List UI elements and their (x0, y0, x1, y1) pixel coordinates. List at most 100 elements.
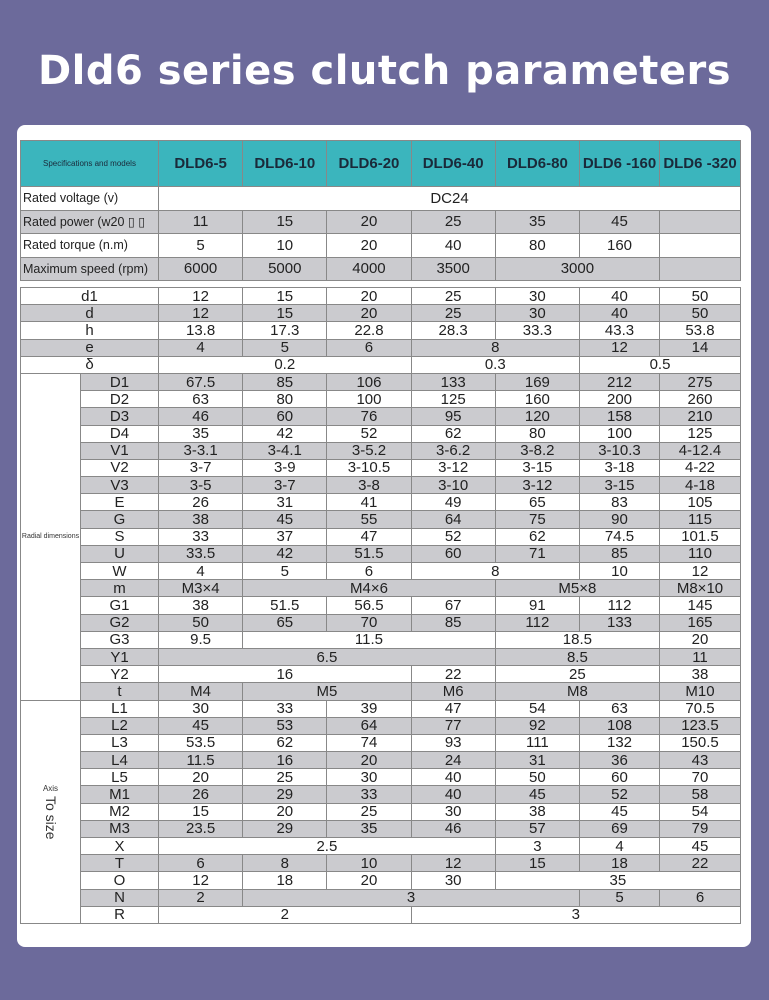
value-cell: 0.3 (410, 355, 581, 374)
value-cell: 20 (157, 768, 244, 787)
value-cell: 110 (659, 544, 741, 564)
value-cell: 58 (659, 785, 741, 804)
row-label: M3 (80, 819, 159, 839)
row-label: Rated torque (n.m) (20, 233, 159, 258)
value-cell: 20 (242, 802, 328, 821)
value-cell: 30 (410, 871, 496, 890)
row-label: e (20, 338, 159, 357)
radial-label: Radial dimensions (21, 533, 80, 541)
value-cell: 57 (494, 819, 581, 839)
value-cell: 26 (157, 493, 244, 512)
value-cell: 20 (326, 286, 412, 306)
value-cell: 160 (579, 233, 660, 258)
value-cell: 95 (410, 407, 496, 426)
row-label: V2 (80, 458, 159, 478)
value-cell: 49 (410, 493, 496, 512)
value-cell: 6 (326, 561, 412, 581)
value-cell: 35 (494, 209, 581, 234)
value-cell: 33.5 (157, 544, 244, 564)
value-cell: 45 (579, 209, 660, 234)
spec-header: Specifications and models (20, 140, 159, 187)
value-cell: 36 (579, 751, 660, 770)
row-label: D2 (80, 390, 159, 409)
value-cell: 74 (326, 733, 412, 753)
value-cell (659, 209, 741, 234)
value-cell: 70 (326, 613, 412, 632)
value-cell: 4 (157, 561, 244, 581)
value-cell: 15 (242, 209, 328, 234)
value-cell: 100 (326, 390, 412, 409)
value-cell: 40 (410, 233, 496, 258)
dimension-row: V2 3-7 3-9 3-10.5 3-12 3-15 3-18 4-22 (21, 458, 741, 478)
value-cell: 62 (410, 424, 496, 443)
value-cell: 10 (242, 233, 328, 258)
value-cell: 100 (579, 424, 660, 443)
value-cell: 0.5 (579, 355, 741, 374)
dimension-row: W 4 5 6 8 10 12 (21, 561, 741, 581)
electrical-spec-table: Specifications and models DLD6-5 DLD6-10 D… (20, 140, 741, 281)
value-cell: 3000 (494, 256, 661, 281)
value-cell: 50 (494, 768, 581, 787)
row-label: S (80, 527, 159, 546)
value-cell: 64 (410, 510, 496, 529)
value-cell: 50 (659, 286, 741, 306)
value-cell: 42 (242, 424, 328, 443)
dimension-row: Y2 16 22 25 38 (21, 665, 741, 684)
value-cell: 35 (326, 819, 412, 839)
value-cell: 22 (659, 854, 741, 873)
value-cell: 105 (659, 493, 741, 512)
value-cell: 125 (410, 390, 496, 409)
value-cell: 50 (157, 613, 244, 632)
value-cell: 77 (410, 716, 496, 735)
value-cell: 3-8.2 (494, 441, 581, 460)
value-cell: 4-22 (659, 458, 741, 478)
value-cell: 54 (494, 699, 581, 718)
value-cell: 80 (242, 390, 328, 409)
value-cell: 30 (494, 304, 581, 323)
value-cell: 12 (157, 286, 244, 306)
value-cell: 39 (326, 699, 412, 718)
value-cell: 85 (242, 372, 328, 392)
row-label: G1 (80, 596, 159, 615)
value-cell: 8 (410, 338, 581, 357)
value-cell: 132 (579, 733, 660, 753)
value-cell: 3-7 (242, 476, 328, 495)
dimension-row: M2 15 20 25 30 38 45 54 (21, 802, 741, 821)
value-cell: 80 (494, 424, 581, 443)
value-cell: 3 (242, 888, 580, 907)
row-label: L5 (80, 768, 159, 787)
value-cell: 6.5 (158, 647, 496, 667)
value-cell: 52 (326, 424, 412, 443)
value-cell: 38 (157, 596, 244, 615)
value-cell: 3-12 (410, 458, 496, 478)
value-cell: 12 (659, 561, 741, 581)
value-cell: 60 (410, 544, 496, 564)
value-cell: 3500 (410, 256, 496, 281)
value-cell: 11 (659, 647, 741, 667)
dimension-row: e 4 5 6 8 12 14 (20, 338, 741, 357)
value-cell: 3-10.5 (326, 458, 412, 478)
value-cell: 16 (242, 751, 328, 770)
value-cell: 5 (579, 888, 660, 907)
value-cell: 63 (579, 699, 660, 718)
value-cell: 3 (410, 905, 742, 924)
value-cell: 275 (659, 372, 741, 392)
value-cell: 18.5 (494, 630, 661, 649)
value-cell: 29 (242, 785, 328, 804)
value-cell: 38 (659, 665, 741, 684)
value-cell: 4 (157, 338, 244, 357)
value-cell: 54 (659, 802, 741, 821)
dimension-row: V1 3-3.1 3-4.1 3-5.2 3-6.2 3-8.2 3-10.3 4-12.4 (21, 441, 741, 460)
row-label: Y2 (80, 665, 159, 684)
value-cell: 4-18 (659, 476, 741, 495)
value-cell: 5 (242, 561, 328, 581)
value-cell: 16 (158, 665, 412, 684)
value-cell: 41 (326, 493, 412, 512)
value-cell: 22 (410, 665, 496, 684)
value-cell: 56.5 (326, 596, 412, 615)
value-cell: 28.3 (410, 321, 496, 340)
model-header: DLD6 -320 (659, 140, 741, 187)
dimension-row: O 12 18 20 30 35 (21, 871, 742, 890)
value-cell: 12 (410, 854, 496, 873)
